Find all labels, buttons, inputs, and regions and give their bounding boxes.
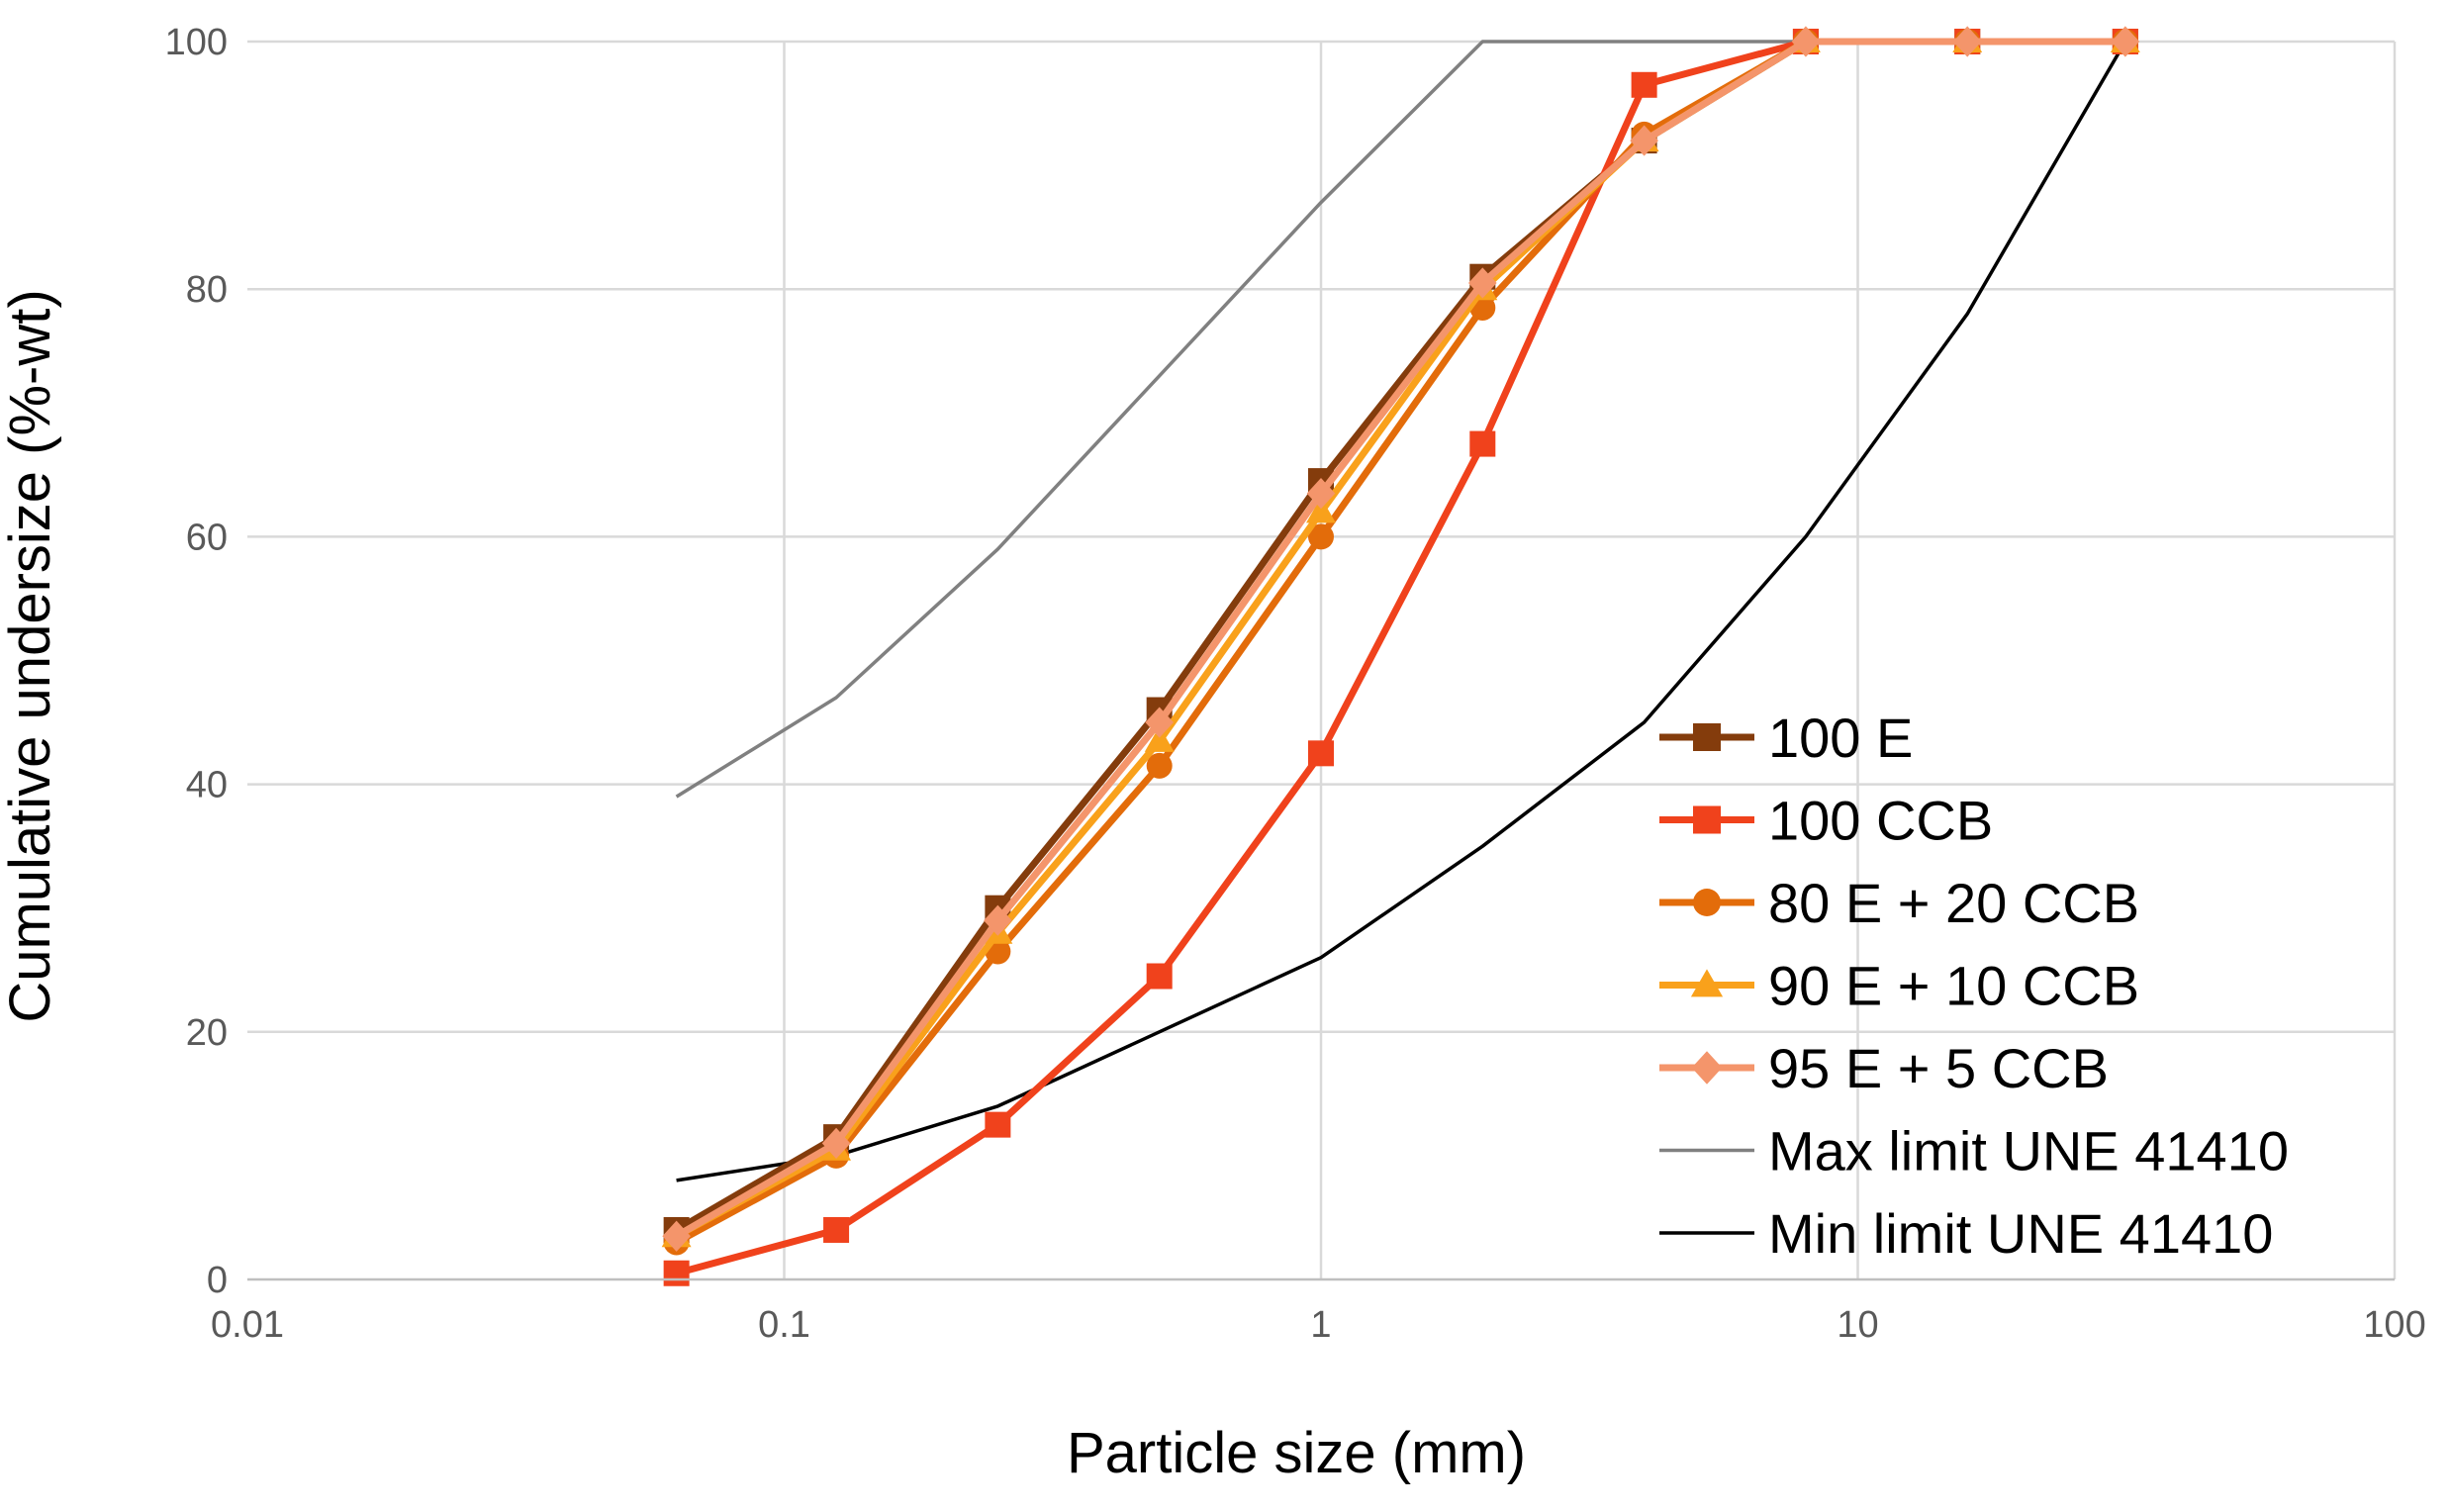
x-tick-label: 0.01: [211, 1304, 284, 1346]
series-line: [674, 38, 2125, 1240]
legend-item: Min limit UNE 41410: [1659, 1202, 2273, 1265]
data-point: [1308, 740, 1334, 767]
x-tick-label: 10: [1837, 1304, 1878, 1346]
legend-marker: [1691, 1051, 1723, 1085]
legend-label: 100 E: [1768, 707, 1913, 769]
data-point: [1306, 478, 1336, 510]
y-tick-label: 40: [186, 765, 228, 806]
y-tick-label: 80: [186, 269, 228, 311]
data-point: [821, 1127, 851, 1159]
legend-label: 100 CCB: [1768, 790, 1993, 852]
data-point: [1469, 430, 1496, 457]
data-point: [663, 1260, 690, 1286]
data-point: [1146, 752, 1173, 779]
legend-item: 80 E + 20 CCB: [1659, 872, 2139, 934]
series-line: [676, 41, 2127, 1182]
legend-label: 95 E + 5 CCB: [1768, 1037, 2109, 1099]
legend-item: Max limit UNE 41410: [1659, 1120, 2289, 1182]
data-point: [985, 1111, 1011, 1138]
x-tick-label: 100: [2363, 1304, 2425, 1346]
legend-item: 95 E + 5 CCB: [1659, 1037, 2109, 1099]
legend-item: 100 E: [1659, 707, 1913, 769]
y-tick-label: 20: [186, 1012, 228, 1054]
x-tick-label: 1: [1310, 1304, 1331, 1346]
data-point: [1791, 26, 1821, 57]
legend-marker: [1693, 889, 1721, 916]
data-point: [823, 1216, 850, 1243]
data-point: [1145, 707, 1174, 738]
data-point: [1952, 26, 1982, 57]
y-tick-label: 100: [165, 22, 228, 63]
data-point: [1144, 725, 1175, 752]
legend-label: 80 E + 20 CCB: [1768, 872, 2139, 934]
legend-marker: [1690, 969, 1724, 997]
legend-label: Min limit UNE 41410: [1768, 1202, 2273, 1265]
x-axis-title: Particle size (mm): [1067, 1421, 1526, 1485]
series-95-e-5-ccb: [662, 26, 2140, 1252]
axes: 0 20 40 60 80 100 0.01 0.1 1 10 100: [165, 22, 2426, 1346]
legend-label: Max limit UNE 41410: [1768, 1120, 2289, 1182]
data-point: [662, 1220, 691, 1252]
y-axis-title: Cumulative undersize (%-wt): [0, 289, 62, 1022]
data-point: [1306, 497, 1336, 523]
legend-marker: [1693, 805, 1721, 834]
data-point: [1468, 267, 1497, 299]
data-point: [1630, 125, 1658, 156]
legend-item: 100 CCB: [1659, 790, 1993, 852]
data-point: [1308, 523, 1334, 550]
data-point: [1631, 71, 1657, 98]
data-point: [2111, 26, 2140, 57]
legend-label: 90 E + 10 CCB: [1768, 955, 2139, 1017]
series-layer: [661, 26, 2140, 1286]
legend-marker: [1693, 723, 1721, 751]
x-tick-label: 0.1: [758, 1304, 810, 1346]
data-point: [984, 904, 1012, 936]
y-tick-label: 0: [207, 1260, 228, 1301]
y-tick-label: 60: [186, 517, 228, 558]
legend-item: 90 E + 10 CCB: [1659, 955, 2139, 1017]
series-min-limit-une-41410: [676, 41, 2127, 1182]
legend: 100 E 100 CCB 80 E + 20 CCB 90 E + 10 CCB 95…: [1659, 707, 2289, 1265]
data-point: [1146, 963, 1173, 990]
